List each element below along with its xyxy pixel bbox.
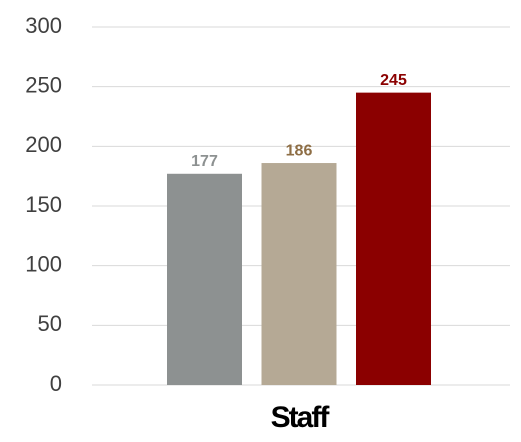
bar [356, 92, 431, 385]
bar [261, 163, 337, 385]
x-tick-label: Staff [271, 401, 331, 434]
y-tick-label: 300 [25, 13, 62, 38]
y-tick-label: 0 [50, 371, 62, 396]
data-label: 245 [380, 72, 407, 89]
data-label: 177 [191, 153, 218, 170]
y-tick-label: 50 [38, 311, 62, 336]
y-tick-label: 250 [25, 72, 62, 97]
bar [167, 173, 242, 385]
data-label: 186 [286, 142, 313, 159]
y-tick-label: 200 [25, 132, 62, 157]
y-tick-label: 150 [25, 192, 62, 217]
y-tick-label: 100 [25, 251, 62, 276]
